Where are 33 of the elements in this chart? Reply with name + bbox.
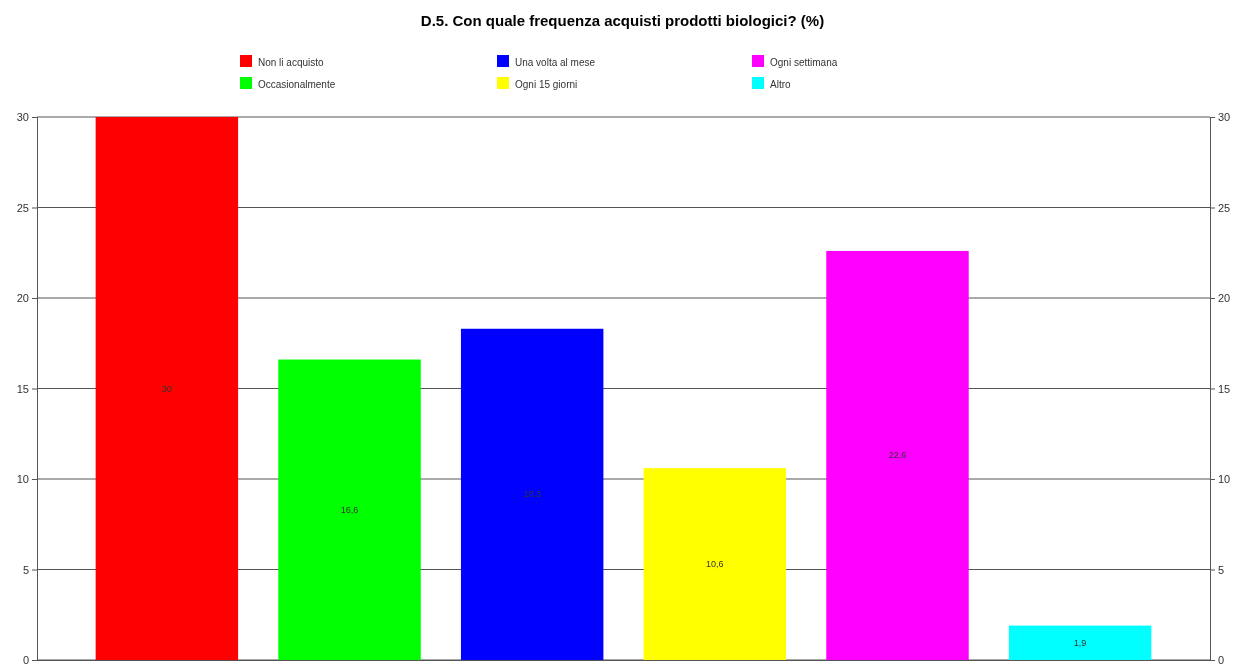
data-label: 22,6 [888, 450, 907, 461]
data-label: 16,6 [340, 504, 359, 515]
y-tick-label: 25 [16, 201, 29, 214]
y2-tick-label: 15 [1218, 382, 1231, 395]
data-label: 18,3 [523, 489, 541, 500]
chart-title: D.5. Con quale frequenza acquisti prodotti biologici? (%) [420, 12, 825, 29]
legend-label: Altro [770, 79, 791, 90]
data-label: 1,9 [1073, 637, 1087, 648]
bar [643, 468, 787, 660]
y-tick-label: 10 [16, 473, 29, 486]
y-tick-label: 5 [22, 563, 29, 576]
y2-tick-label: 0 [1218, 654, 1225, 667]
legend-label: Ogni 15 giorni [515, 79, 578, 90]
y2-tick-label: 5 [1218, 563, 1225, 576]
y-tick-label: 0 [22, 654, 29, 667]
y2-tick-label: 20 [1218, 292, 1231, 305]
data-label: 10,6 [706, 559, 724, 570]
data-label: 30 [161, 383, 172, 394]
legend-label: Ogni settimana [770, 57, 838, 68]
legend-label: Non li acquisto [258, 57, 325, 68]
y-tick-label: 15 [16, 382, 29, 395]
y2-tick-label: 10 [1218, 473, 1231, 486]
y2-tick-label: 25 [1218, 201, 1231, 214]
bar [278, 359, 421, 660]
bar [460, 328, 604, 660]
y-tick-label: 30 [16, 111, 29, 124]
y-tick-label: 20 [16, 292, 29, 305]
bar [95, 117, 239, 660]
legend-label: Occasionalmente [258, 79, 336, 90]
bar [1008, 625, 1152, 660]
y2-tick-label: 30 [1218, 111, 1231, 124]
legend-label: Una volta al mese [515, 57, 596, 68]
bar [826, 250, 969, 660]
